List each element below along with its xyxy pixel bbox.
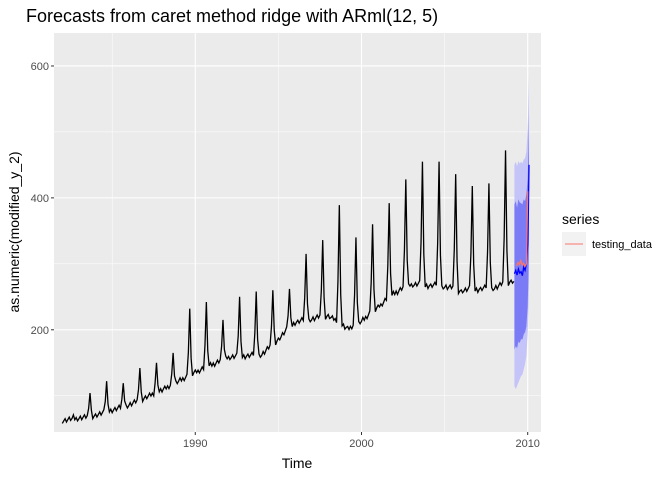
legend-label-testing-data: testing_data — [592, 239, 653, 251]
grid-lines — [54, 33, 541, 432]
interval-80-band — [514, 115, 530, 350]
forecast-mean-line — [513, 164, 530, 276]
testing-data-line — [515, 191, 529, 268]
y-tick-label: 200 — [31, 325, 49, 337]
chart-title: Forecasts from caret method ridge with A… — [26, 6, 438, 26]
y-axis-title: as.numeric(modified_y_2) — [6, 151, 22, 312]
x-tick-label: 1990 — [183, 438, 207, 450]
axis-ticks: 200 400 600 1990 2000 2010 — [31, 61, 540, 450]
legend-title: series — [562, 211, 599, 227]
y-tick-label: 400 — [31, 193, 49, 205]
x-tick-label: 2000 — [349, 438, 373, 450]
plot-panel — [54, 33, 541, 432]
x-tick-label: 2010 — [515, 438, 539, 450]
legend: series testing_data — [562, 211, 653, 256]
series-lines — [61, 150, 530, 424]
history-series-line — [61, 150, 515, 424]
x-axis-title: Time — [282, 455, 313, 471]
prediction-intervals — [514, 75, 530, 390]
y-tick-label: 600 — [31, 61, 49, 73]
